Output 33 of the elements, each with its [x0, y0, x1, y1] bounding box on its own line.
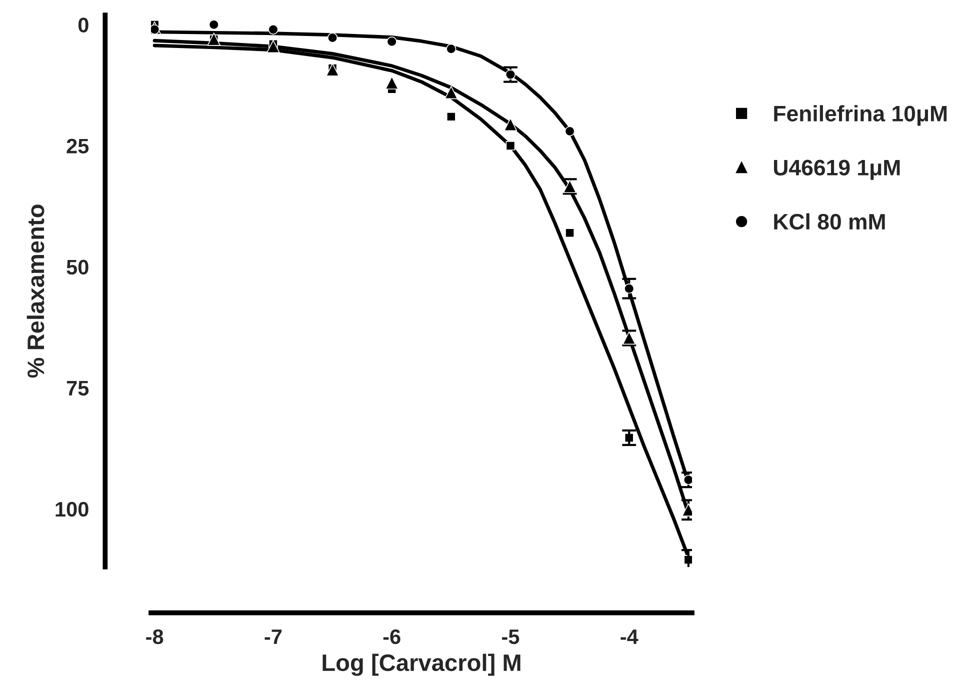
x-axis-title: Log [Carvacrol] M	[322, 654, 520, 676]
point	[151, 24, 160, 35]
legend-label: U46619 1μM	[774, 160, 900, 180]
point	[446, 44, 456, 54]
y-tick-label: 75	[66, 381, 89, 396]
x-tick-label: -7	[264, 630, 282, 644]
x-tick-label: -5	[502, 630, 520, 644]
x-tick-label: -8	[146, 629, 164, 644]
point	[386, 36, 397, 47]
point	[208, 20, 219, 30]
point	[446, 112, 456, 122]
point	[565, 228, 574, 238]
legend-label: Fenilefrina 10μM	[774, 105, 947, 126]
y-tick-label: 25	[66, 138, 89, 154]
y-tick-label: 50	[66, 260, 88, 275]
point	[444, 86, 458, 100]
y-tick-label: 0	[78, 18, 88, 32]
point	[504, 118, 518, 132]
point	[505, 69, 516, 80]
point	[266, 40, 280, 54]
legend-label: KCl 80 mM	[774, 213, 885, 230]
point	[326, 63, 340, 76]
point	[268, 24, 278, 35]
point	[564, 126, 575, 136]
y-axis-title: % Relaxamento	[26, 204, 44, 378]
point	[506, 141, 516, 150]
x-tick-label: -6	[383, 629, 400, 644]
point	[327, 32, 338, 43]
point	[385, 76, 398, 90]
x-tick-label: -4	[620, 630, 638, 644]
y-tick-label: 100	[56, 502, 88, 517]
point	[683, 474, 692, 485]
point	[624, 284, 634, 294]
